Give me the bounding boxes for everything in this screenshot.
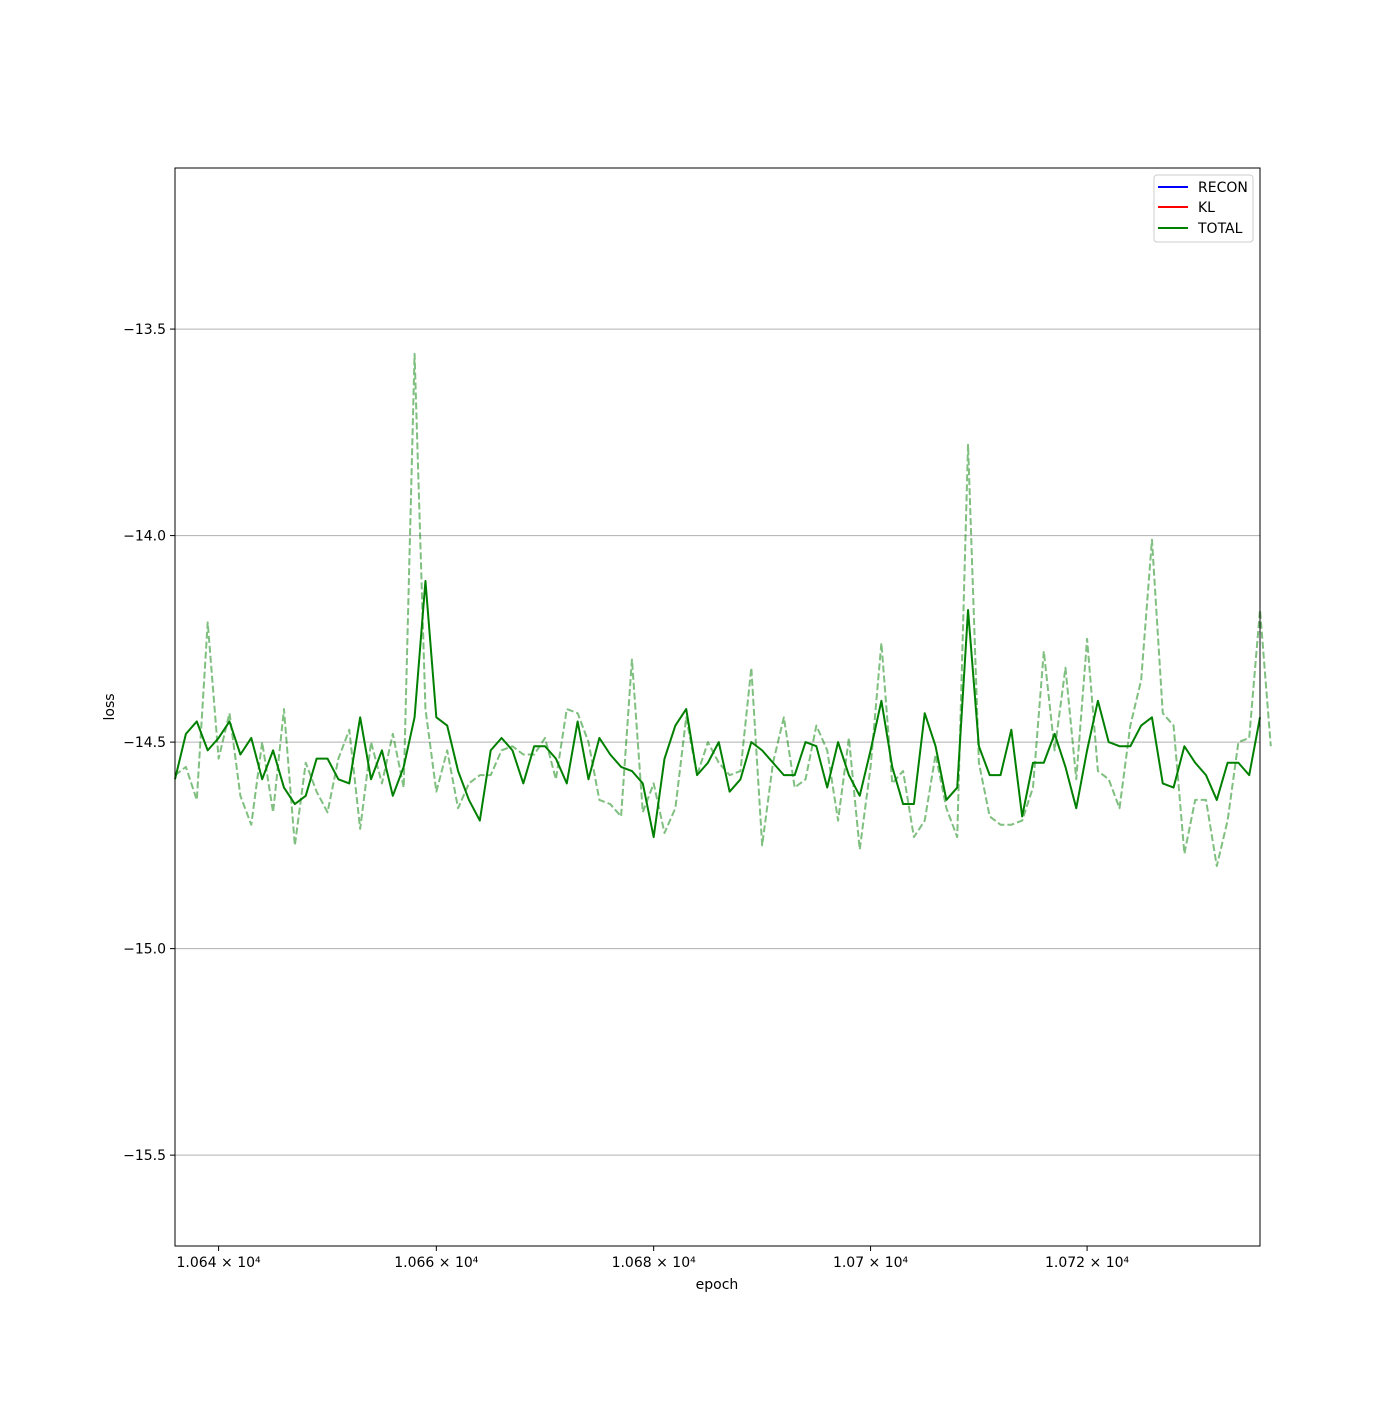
legend-box	[1153, 174, 1254, 243]
plot-lines	[174, 352, 1272, 868]
x-tick-label: 1.066 × 10⁴	[394, 1255, 479, 1271]
series-line-total	[174, 580, 1261, 839]
legend-label-total: TOTAL	[1197, 221, 1243, 237]
plot-frame	[174, 167, 1261, 1247]
x-tick-label: 1.064 × 10⁴	[177, 1255, 262, 1271]
legend: RECON KL TOTAL	[1153, 174, 1254, 243]
x-tick-label: 1.07 × 10⁴	[833, 1255, 909, 1271]
x-tick-label: 1.072 × 10⁴	[1045, 1255, 1130, 1271]
y-axis-ticks: −13.5 −14.0 −14.5 −15.0 −15.5	[123, 322, 175, 1164]
y-axis-label: loss	[102, 693, 118, 720]
x-tick-label: 1.068 × 10⁴	[612, 1255, 697, 1271]
y-tick-label: −15.0	[123, 942, 166, 958]
y-tick-label: −14.0	[123, 529, 166, 545]
legend-label-recon: RECON	[1198, 180, 1248, 196]
legend-label-kl: KL	[1198, 200, 1215, 216]
x-axis-ticks: 1.064 × 10⁴ 1.066 × 10⁴ 1.068 × 10⁴ 1.07 × …	[177, 1246, 1130, 1271]
y-gridlines	[175, 328, 1260, 1156]
y-tick-label: −14.5	[123, 735, 166, 751]
y-tick-label: −13.5	[123, 322, 166, 338]
x-axis-label: epoch	[696, 1277, 739, 1293]
plot-area	[175, 168, 1260, 1246]
y-tick-label: −15.5	[123, 1148, 166, 1164]
